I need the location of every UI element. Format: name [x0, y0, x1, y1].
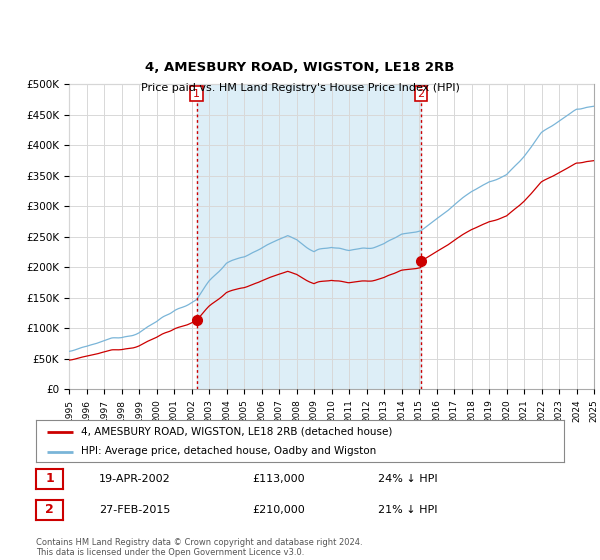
Text: 21% ↓ HPI: 21% ↓ HPI	[378, 505, 437, 515]
Text: 1: 1	[193, 88, 200, 99]
Text: 24% ↓ HPI: 24% ↓ HPI	[378, 474, 437, 484]
Text: 4, AMESBURY ROAD, WIGSTON, LE18 2RB (detached house): 4, AMESBURY ROAD, WIGSTON, LE18 2RB (det…	[81, 427, 392, 437]
Text: 2: 2	[45, 503, 54, 516]
Text: 19-APR-2002: 19-APR-2002	[99, 474, 171, 484]
Text: 27-FEB-2015: 27-FEB-2015	[99, 505, 170, 515]
Text: 2: 2	[418, 88, 425, 99]
Bar	[197, 84, 421, 389]
Text: 1: 1	[45, 472, 54, 486]
Text: 4, AMESBURY ROAD, WIGSTON, LE18 2RB: 4, AMESBURY ROAD, WIGSTON, LE18 2RB	[145, 61, 455, 74]
Text: Price paid vs. HM Land Registry's House Price Index (HPI): Price paid vs. HM Land Registry's House …	[140, 83, 460, 93]
Text: £113,000: £113,000	[252, 474, 305, 484]
Text: HPI: Average price, detached house, Oadby and Wigston: HPI: Average price, detached house, Oadb…	[81, 446, 376, 456]
Text: £210,000: £210,000	[252, 505, 305, 515]
Text: Contains HM Land Registry data © Crown copyright and database right 2024.
This d: Contains HM Land Registry data © Crown c…	[36, 538, 362, 557]
